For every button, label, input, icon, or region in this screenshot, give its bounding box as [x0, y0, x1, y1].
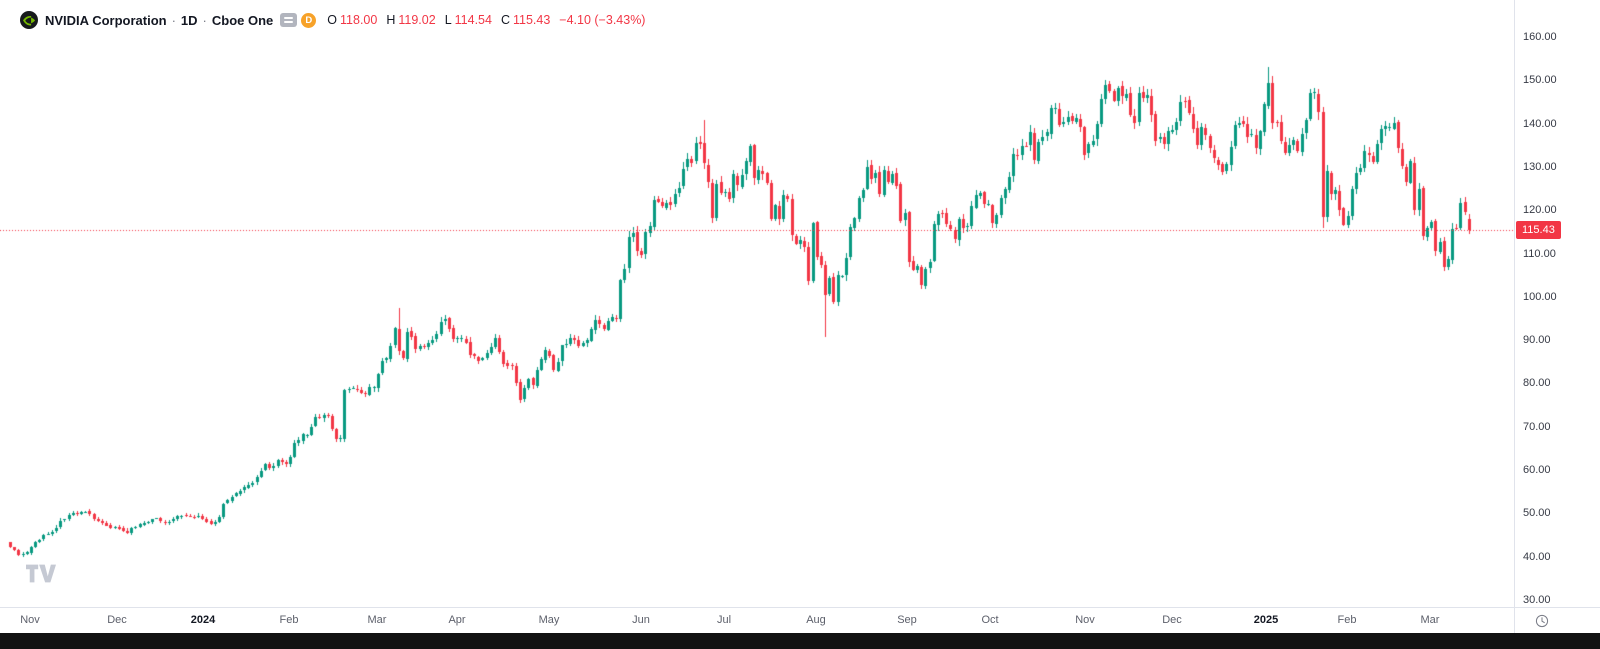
separator-dot: · — [171, 12, 176, 28]
current-price-tag: 115.43 — [1516, 221, 1561, 240]
time-axis-month-label: Oct — [981, 614, 999, 626]
price-axis-label: 80.00 — [1523, 377, 1551, 390]
time-axis-month-label: Dec — [107, 614, 127, 626]
bottom-dark-bar — [0, 633, 1600, 649]
price-axis[interactable]: 160.00 150.00 140.00 130.00 120.00 110.00 100.… — [1514, 0, 1600, 607]
symbol-name-button[interactable]: NVIDIA Corporation — [45, 12, 167, 28]
timezone-clock-icon[interactable] — [1535, 614, 1549, 628]
ohlc-values: O 118.00 H 119.02 L 114.54 C 115.43 −4.10 (−… — [327, 13, 645, 27]
low-value: 114.54 — [454, 13, 492, 27]
price-axis-label: 150.00 — [1523, 74, 1557, 87]
time-axis-year-label: 2025 — [1253, 614, 1279, 626]
time-axis-month-label: Apr — [448, 614, 466, 626]
time-axis-month-label: Mar — [1420, 614, 1440, 626]
price-axis-label: 100.00 — [1523, 290, 1557, 303]
axis-corner — [1514, 607, 1600, 633]
legend-lines-icon[interactable] — [280, 13, 298, 27]
price-axis-label: 160.00 — [1523, 31, 1557, 43]
time-axis-month-label: Feb — [279, 614, 299, 626]
price-axis-label: 140.00 — [1523, 117, 1557, 130]
close-key: C — [500, 13, 510, 27]
price-pane: NVIDIA Corporation · 1D · Cboe One D O 11… — [0, 0, 1514, 607]
symbol-legend: NVIDIA Corporation · 1D · Cboe One D O 11… — [20, 11, 645, 29]
price-axis-label: 50.00 — [1523, 507, 1551, 520]
symbol-title-row: NVIDIA Corporation · 1D · Cboe One — [45, 13, 273, 28]
price-axis-label: 90.00 — [1523, 334, 1551, 347]
price-axis-label: 110.00 — [1523, 247, 1556, 260]
time-axis-month-label: Nov — [20, 614, 40, 626]
price-axis-label: 70.00 — [1523, 420, 1551, 433]
time-axis-month-label: May — [538, 614, 560, 626]
price-axis-label: 40.00 — [1523, 550, 1551, 563]
time-axis-year-label: 2024 — [190, 614, 216, 626]
nvidia-eye-icon — [20, 11, 38, 29]
time-axis-month-label: Jun — [632, 614, 650, 626]
price-axis-label: 120.00 — [1523, 204, 1557, 217]
close-value: 115.43 — [512, 13, 551, 27]
change-value: −4.10 (−3.43%) — [559, 13, 646, 27]
chart-canvas[interactable] — [0, 0, 1514, 607]
time-axis-month-label: Jul — [716, 614, 732, 626]
tradingview-logo[interactable] — [26, 564, 56, 588]
high-value: 119.02 — [398, 13, 436, 27]
open-key: O — [327, 13, 338, 27]
price-axis-label: 130.00 — [1523, 160, 1557, 173]
time-axis-month-label: Feb — [1337, 614, 1357, 626]
separator-dot: · — [202, 12, 207, 28]
price-axis-label: 60.00 — [1523, 464, 1551, 477]
nvidia-logo[interactable] — [20, 11, 38, 29]
low-key: L — [444, 13, 452, 27]
tradingview-mark-icon — [26, 564, 56, 583]
price-axis-label: 30.00 — [1523, 594, 1551, 606]
data-source-button[interactable]: Cboe One — [211, 12, 274, 28]
time-axis-month-label: Mar — [367, 614, 387, 626]
high-key: H — [386, 13, 396, 27]
time-axis-month-label: Aug — [806, 614, 826, 626]
time-axis-month-label: Dec — [1162, 614, 1182, 626]
interval-button[interactable]: 1D — [180, 12, 198, 28]
time-axis-month-label: Sep — [897, 614, 917, 626]
time-axis[interactable]: Nov Dec 2024 Feb Mar Apr May Jun Jul Aug Sep Oct Nov… — [0, 607, 1514, 633]
time-axis-month-label: Nov — [1075, 614, 1095, 626]
open-value: 118.00 — [340, 13, 378, 27]
delayed-data-badge[interactable]: D — [301, 12, 317, 28]
